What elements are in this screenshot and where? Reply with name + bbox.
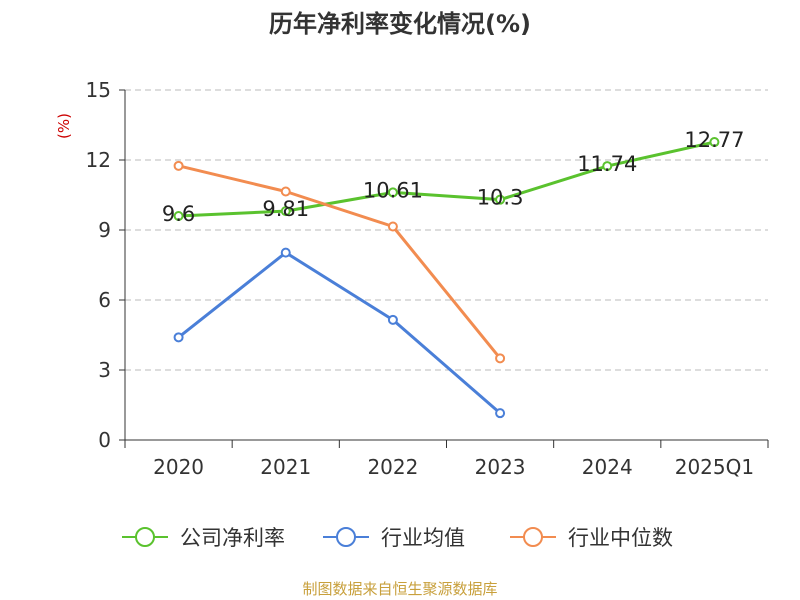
source-note: 制图数据来自恒生聚源数据库 [302,580,498,598]
series-1-point [602,161,613,172]
data-label: 11.74 [577,152,637,176]
series-3-point [495,353,506,364]
series-1-point [173,211,184,221]
series-2-point [387,314,398,325]
series-line-1 [178,140,715,218]
data-label: 9.6 [162,202,195,226]
series-3-point [387,221,398,232]
legend-swatch-marker [135,527,155,547]
x-tick-label: 2022 [367,455,418,479]
y-tick-label: 12 [86,148,111,172]
data-label: 10.61 [363,178,423,202]
series-1-point [387,187,398,198]
data-label: 10.3 [477,186,524,210]
y-tick-label: 0 [98,428,111,452]
series-line-2 [177,251,502,415]
y-tick-label: 6 [98,288,111,312]
legend-label: 行业均值 [381,526,465,550]
series-1-point [709,137,720,148]
x-tick-label: 2023 [475,455,526,479]
series-2-point [173,332,184,343]
x-tick-label: 2024 [582,455,633,479]
x-tick-label: 2021 [260,455,311,479]
legend-label: 公司净利率 [180,526,285,550]
series-2-point [495,408,506,419]
y-tick-label: 3 [98,358,111,382]
data-label: 9.81 [262,197,309,221]
y-tick-label: 15 [86,78,111,102]
series-3-point [173,160,184,171]
series-3-point [280,186,291,197]
legend-swatch-marker [336,527,356,547]
series-2-point [280,247,291,258]
legend-swatch-marker [523,527,543,547]
series-1-point [495,194,506,205]
y-tick-label: 9 [98,218,111,242]
chart-title: 历年净利率变化情况(%) [269,10,531,38]
series-line-3 [178,164,502,360]
data-label: 12.77 [684,128,744,152]
x-tick-label: 2025Q1 [675,455,754,479]
x-tick-label: 2020 [153,455,204,479]
legend-label: 行业中位数 [568,526,673,550]
series-1-point [280,206,291,217]
y-axis-label: (%) [55,113,73,139]
